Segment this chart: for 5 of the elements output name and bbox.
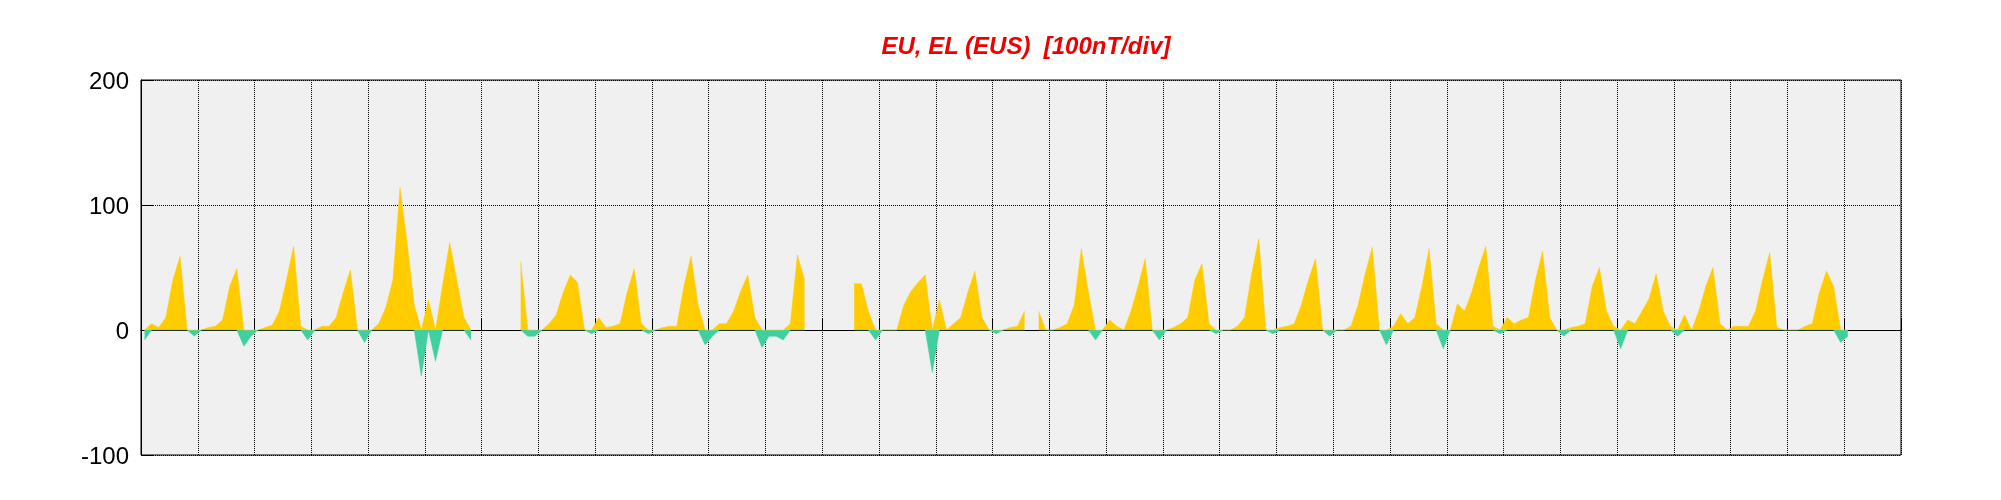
chart-title: EU, EL (EUS) [100nT/div] [881,31,1172,59]
y-tick-label: 0 [115,316,129,344]
y-tick-label: 200 [88,66,129,94]
y-tick-label: -100 [80,441,129,469]
y-tick-label: 100 [88,191,129,219]
